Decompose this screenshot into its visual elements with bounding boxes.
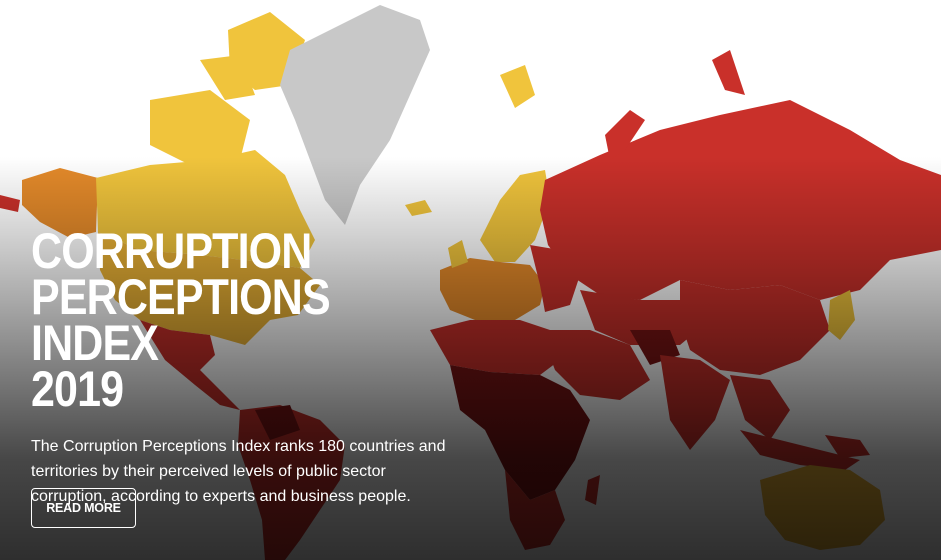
title-line: 2019 [31,361,124,417]
hero-content: CORRUPTION PERCEPTIONS INDEX 2019 The Co… [31,223,471,509]
read-more-button[interactable]: READ MORE [31,488,136,528]
title-line: PERCEPTIONS INDEX [31,269,331,371]
hero-description: The Corruption Perceptions Index ranks 1… [31,438,446,505]
title-line: CORRUPTION [31,223,312,279]
page-title: CORRUPTION PERCEPTIONS INDEX 2019 [31,223,444,417]
